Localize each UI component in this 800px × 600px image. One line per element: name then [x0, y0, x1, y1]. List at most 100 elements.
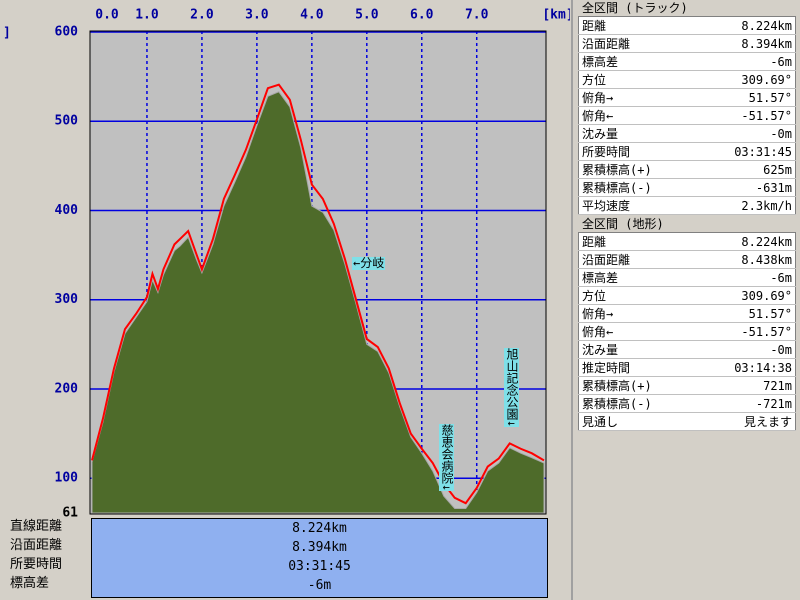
- row-value: 03:31:45: [696, 142, 796, 161]
- table-row: 沿面距離 8.394km: [578, 34, 796, 53]
- x-tick-label: 6.0: [410, 8, 434, 23]
- row-value: 見えます: [696, 412, 796, 431]
- table-row: 標高差 -6m: [578, 52, 796, 71]
- table-row: 平均速度 2.3km/h: [578, 196, 796, 215]
- track-table: 距離 8.224km 沿面距離 8.394km 標高差 -6m 方位 309.69° 俯角→ 51…: [578, 16, 796, 215]
- track-panel: 全区間 (トラック) 距離 8.224km 沿面距離 8.394km 標高差 -6m 方位 3…: [578, 0, 798, 215]
- y-unit: ]: [3, 26, 11, 41]
- summary-label: 標高差: [10, 576, 50, 591]
- y-tick-label: 500: [55, 114, 79, 129]
- row-value: -51.57°: [696, 322, 796, 341]
- row-label: 累積標高(+): [578, 160, 697, 179]
- panel-title: 全区間 (トラック): [582, 1, 688, 15]
- row-value: 8.224km: [696, 232, 796, 251]
- summary: 直線距離 沿面距離 所要時間 標高差 8.224km 8.394km 03:31:45 -6…: [0, 517, 548, 599]
- row-label: 俯角←: [578, 322, 697, 341]
- row-label: 沿面距離: [578, 34, 697, 53]
- summary-value: 8.394km: [292, 540, 347, 555]
- row-label: 沿面距離: [578, 250, 697, 269]
- row-value: -6m: [696, 52, 796, 71]
- table-row: 標高差 -6m: [578, 268, 796, 287]
- row-value: 721m: [696, 376, 796, 395]
- x-tick-label: 2.0: [190, 8, 214, 23]
- x-unit: [km]: [542, 8, 570, 23]
- plot-border: [89, 30, 547, 515]
- row-value: -51.57°: [696, 106, 796, 125]
- row-value: -631m: [696, 178, 796, 197]
- table-row: 累積標高(-) -721m: [578, 394, 796, 413]
- table-row: 累積標高(+) 625m: [578, 160, 796, 179]
- y-tick-label: 300: [55, 292, 79, 307]
- row-value: 8.394km: [696, 34, 796, 53]
- row-value: -0m: [696, 124, 796, 143]
- terrain-panel: 全区間 (地形) 距離 8.224km 沿面距離 8.438km 標高差 -6m 方位 309…: [578, 216, 798, 431]
- table-row: 俯角→ 51.57°: [578, 304, 796, 323]
- row-value: -721m: [696, 394, 796, 413]
- row-value: -0m: [696, 340, 796, 359]
- table-row: 沈み量 -0m: [578, 124, 796, 143]
- summary-labels: 直線距離沿面距離所要時間標高差: [10, 517, 90, 593]
- summary-value: 8.224km: [292, 521, 347, 536]
- row-label: 俯角←: [578, 106, 697, 125]
- row-label: 見通し: [578, 412, 697, 431]
- row-label: 所要時間: [578, 142, 697, 161]
- table-row: 俯角→ 51.57°: [578, 88, 796, 107]
- table-row: 見通し 見えます: [578, 412, 796, 431]
- summary-label: 沿面距離: [10, 538, 63, 553]
- panel-title: 全区間 (地形): [582, 217, 664, 231]
- row-label: 俯角→: [578, 88, 697, 107]
- row-value: 8.224km: [696, 16, 796, 35]
- table-row: 累積標高(+) 721m: [578, 376, 796, 395]
- table-row: 沿面距離 8.438km: [578, 250, 796, 269]
- row-label: 方位: [578, 286, 697, 305]
- row-value: 309.69°: [696, 286, 796, 305]
- table-row: 所要時間 03:31:45: [578, 142, 796, 161]
- terrain-table: 距離 8.224km 沿面距離 8.438km 標高差 -6m 方位 309.69° 俯角→ 51…: [578, 232, 796, 431]
- row-value: 51.57°: [696, 304, 796, 323]
- row-label: 距離: [578, 16, 697, 35]
- y-tick-label: 400: [55, 203, 79, 218]
- annotation: 旭山記念公園↓: [504, 348, 519, 428]
- terrain-area: [91, 91, 545, 514]
- annotation: 慈恵会病院↓: [439, 424, 454, 492]
- row-value: -6m: [696, 268, 796, 287]
- row-label: 沈み量: [578, 340, 697, 359]
- row-label: 方位: [578, 70, 697, 89]
- row-value: 625m: [696, 160, 796, 179]
- x-tick-label: 7.0: [465, 8, 489, 23]
- profile-chart: ] [km] 61 100 200 300 400 500 600 0.0 1.0 2.0 3.0 4…: [3, 8, 570, 518]
- summary-label: 直線距離: [10, 519, 63, 534]
- x-tick-label: 0.0: [95, 8, 119, 23]
- y-tick-label: 200: [55, 381, 79, 396]
- table-row: 累積標高(-) -631m: [578, 178, 796, 197]
- table-row: 方位 309.69°: [578, 286, 796, 305]
- summary-values: 8.224km 8.394km 03:31:45 -6m: [91, 518, 548, 598]
- x-tick-label: 5.0: [355, 8, 379, 23]
- row-label: 俯角→: [578, 304, 697, 323]
- table-row: 距離 8.224km: [578, 16, 796, 35]
- table-row: 俯角← -51.57°: [578, 322, 796, 341]
- row-value: 8.438km: [696, 250, 796, 269]
- x-tick-label: 4.0: [300, 8, 324, 23]
- annotation: ←分岐: [352, 256, 386, 270]
- row-label: 累積標高(-): [578, 178, 697, 197]
- separator: [571, 0, 573, 600]
- row-value: 309.69°: [696, 70, 796, 89]
- row-label: 沈み量: [578, 124, 697, 143]
- row-label: 推定時間: [578, 358, 697, 377]
- row-label: 距離: [578, 232, 697, 251]
- x-tick-label: 3.0: [245, 8, 269, 23]
- y-tick-label: 600: [55, 25, 79, 40]
- row-label: 累積標高(+): [578, 376, 697, 395]
- row-label: 累積標高(-): [578, 394, 697, 413]
- table-row: 距離 8.224km: [578, 232, 796, 251]
- summary-label: 所要時間: [10, 557, 63, 572]
- table-row: 推定時間 03:14:38: [578, 358, 796, 377]
- row-value: 2.3km/h: [696, 196, 796, 215]
- y-tick-label: 61: [62, 506, 78, 518]
- y-tick-label: 100: [55, 471, 79, 486]
- x-tick-label: 1.0: [135, 8, 159, 23]
- row-label: 標高差: [578, 268, 697, 287]
- row-value: 03:14:38: [696, 358, 796, 377]
